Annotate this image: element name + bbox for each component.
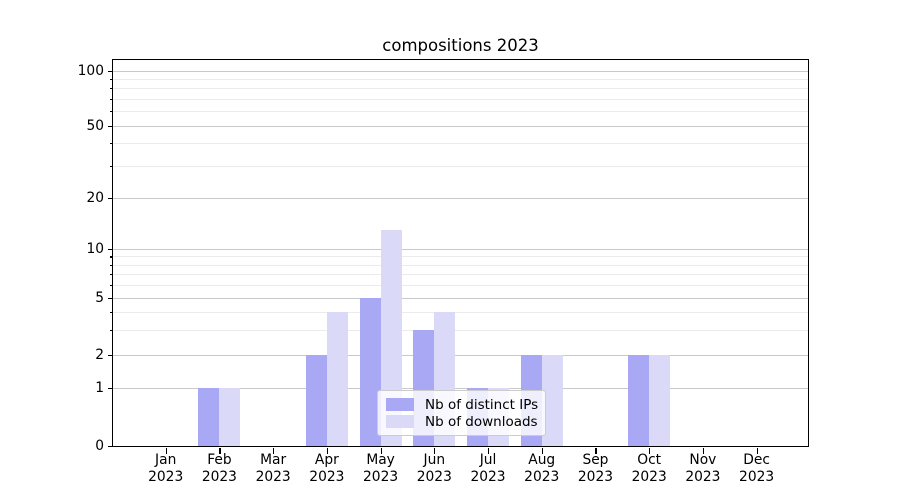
- y-tick-label: 5: [95, 290, 104, 306]
- y-major-tick: [107, 388, 112, 390]
- x-tick: [702, 448, 705, 454]
- y-tick-label: 20: [86, 189, 104, 206]
- x-tick-label: May 2023: [363, 452, 399, 485]
- major-gridline: [113, 125, 808, 127]
- bar-distinct-ips-10: [628, 355, 650, 446]
- major-gridline: [113, 298, 808, 299]
- x-tick-label: Jun 2023: [416, 452, 452, 485]
- y-tick-label: 100: [77, 62, 104, 79]
- y-major-tick: [107, 298, 112, 300]
- minor-gridline: [113, 143, 808, 145]
- minor-gridline: [113, 98, 808, 100]
- bar-downloads-4: [326, 311, 348, 446]
- plot-area: [112, 59, 809, 447]
- x-tick-label: Jan 2023: [148, 452, 184, 485]
- x-tick-label: Nov 2023: [685, 452, 721, 485]
- y-major-tick: [107, 125, 112, 127]
- legend: Nb of distinct IPs Nb of downloads: [377, 390, 546, 436]
- y-minor-tick: [109, 285, 112, 287]
- x-tick: [219, 448, 221, 454]
- minor-gridline: [113, 329, 808, 331]
- legend-swatch-distinct-ips-icon: [386, 398, 414, 411]
- x-tick: [434, 448, 436, 454]
- major-gridline: [113, 70, 808, 72]
- x-tick: [273, 448, 275, 454]
- y-major-tick: [107, 70, 112, 72]
- y-tick-label: 50: [86, 117, 104, 134]
- y-minor-tick: [109, 98, 112, 100]
- x-tick: [756, 448, 758, 454]
- x-tick: [541, 448, 543, 454]
- y-tick-label: 1: [95, 380, 104, 396]
- bar-downloads-10: [649, 355, 671, 446]
- y-tick-label: 0: [95, 438, 104, 454]
- bar-downloads-2: [219, 388, 241, 446]
- x-tick: [380, 448, 382, 454]
- x-tick-label: Apr 2023: [309, 452, 345, 485]
- major-gridline: [113, 388, 808, 389]
- x-tick: [595, 448, 597, 454]
- y-minor-tick: [109, 264, 112, 266]
- minor-gridline: [113, 111, 808, 113]
- x-tick-label: Mar 2023: [255, 452, 291, 485]
- legend-label: Nb of downloads: [425, 413, 538, 430]
- minor-gridline: [113, 88, 808, 90]
- minor-gridline: [113, 274, 808, 276]
- y-minor-tick: [109, 111, 112, 113]
- bar-downloads-8: [541, 355, 563, 446]
- bar-distinct-ips-2: [198, 388, 220, 446]
- x-tick-label: Aug 2023: [524, 452, 560, 485]
- y-minor-tick: [109, 256, 112, 258]
- y-major-tick: [107, 446, 112, 448]
- y-minor-tick: [109, 78, 112, 81]
- x-tick-label: Feb 2023: [201, 452, 237, 485]
- minor-gridline: [113, 311, 808, 313]
- y-minor-tick: [109, 329, 112, 331]
- bar-distinct-ips-5: [359, 298, 381, 446]
- legend-label: Nb of distinct IPs: [425, 396, 539, 413]
- y-major-tick: [107, 249, 112, 251]
- y-tick-label: 2: [95, 347, 104, 363]
- y-minor-tick: [109, 274, 112, 276]
- y-major-tick: [107, 197, 112, 199]
- legend-item-downloads: Nb of downloads: [386, 413, 538, 430]
- y-minor-tick: [109, 88, 112, 90]
- legend-swatch-downloads-icon: [386, 415, 414, 428]
- major-gridline: [113, 197, 808, 199]
- major-gridline: [113, 355, 808, 356]
- y-minor-tick: [109, 143, 112, 145]
- x-tick: [488, 448, 490, 454]
- y-minor-tick: [109, 165, 112, 167]
- minor-gridline: [113, 78, 808, 80]
- major-gridline: [113, 249, 808, 250]
- y-minor-tick: [109, 311, 112, 314]
- y-tick-label: 10: [86, 241, 104, 257]
- minor-gridline: [113, 285, 808, 287]
- x-tick: [326, 448, 329, 454]
- chart-title: compositions 2023: [382, 36, 539, 55]
- y-major-tick: [107, 355, 112, 357]
- x-tick-label: Jul 2023: [470, 452, 506, 485]
- legend-item-distinct-ips: Nb of distinct IPs: [386, 396, 539, 413]
- minor-gridline: [113, 256, 808, 258]
- x-tick: [649, 448, 651, 454]
- minor-gridline: [113, 264, 808, 266]
- x-tick-label: Oct 2023: [631, 452, 667, 485]
- x-tick: [165, 448, 167, 454]
- x-tick-label: Sep 2023: [577, 452, 614, 485]
- minor-gridline: [113, 165, 808, 167]
- bar-distinct-ips-4: [305, 355, 327, 446]
- x-tick-label: Dec 2023: [739, 452, 775, 485]
